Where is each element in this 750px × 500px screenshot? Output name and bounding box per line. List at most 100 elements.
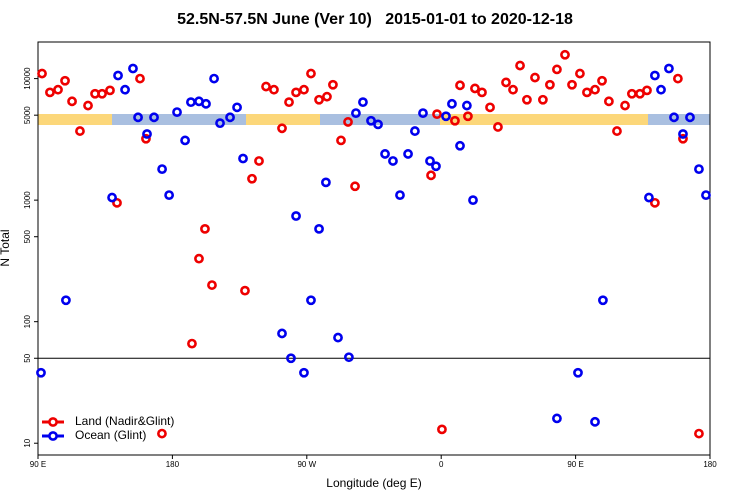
legend-label: Land (Nadir&Glint) — [75, 414, 174, 428]
point — [620, 100, 630, 111]
point — [164, 190, 175, 201]
y-tick-label: 50 — [23, 353, 32, 362]
y-tick-label: 500 — [23, 230, 32, 244]
point — [105, 85, 115, 96]
point — [455, 80, 465, 91]
point — [545, 79, 555, 90]
point — [97, 88, 107, 99]
point — [269, 84, 279, 95]
point — [306, 295, 316, 306]
point — [157, 164, 167, 175]
point — [537, 94, 548, 105]
point — [678, 129, 688, 139]
point — [314, 223, 324, 234]
point — [343, 117, 353, 127]
x-tick-label: 90 W — [297, 460, 316, 469]
point — [425, 156, 435, 166]
point — [291, 211, 301, 221]
point — [200, 223, 210, 234]
point — [172, 107, 182, 118]
point — [128, 63, 138, 74]
point — [468, 195, 478, 206]
point — [53, 84, 63, 95]
point — [388, 156, 398, 166]
point — [461, 100, 472, 111]
point — [45, 87, 55, 98]
point — [291, 87, 301, 98]
point — [284, 97, 294, 108]
point — [286, 353, 296, 364]
point — [694, 428, 704, 439]
point — [530, 72, 540, 83]
x-tick-label: 180 — [703, 460, 717, 469]
point — [254, 156, 264, 166]
point — [649, 197, 660, 208]
point — [277, 123, 287, 134]
point — [644, 192, 654, 203]
y-tick-label: 10000 — [23, 67, 32, 90]
point — [299, 367, 309, 378]
point — [321, 177, 331, 188]
point — [501, 77, 511, 88]
point — [678, 133, 688, 144]
point — [209, 73, 219, 84]
point — [113, 70, 123, 81]
point — [328, 79, 338, 90]
point — [277, 328, 287, 339]
point — [567, 79, 577, 90]
point — [403, 149, 413, 159]
point — [664, 63, 674, 74]
point — [626, 88, 637, 99]
point — [373, 119, 383, 130]
point — [485, 102, 495, 113]
point — [351, 108, 361, 119]
point — [67, 96, 77, 107]
chart-title: 52.5N-57.5N June (Ver 10) 2015-01-01 to … — [177, 11, 573, 28]
point — [604, 96, 614, 107]
point — [358, 97, 368, 108]
point — [552, 64, 562, 75]
point — [201, 98, 211, 109]
point — [75, 126, 85, 136]
point — [493, 122, 503, 132]
point — [149, 112, 159, 123]
point — [60, 75, 70, 86]
point — [515, 60, 525, 71]
y-tick-label: 1000 — [23, 191, 32, 209]
point — [669, 112, 679, 123]
point — [694, 164, 704, 175]
point — [333, 332, 343, 343]
point — [437, 424, 447, 435]
point — [238, 153, 248, 164]
x-tick-label: 90 E — [567, 460, 583, 469]
point — [701, 190, 711, 201]
point — [463, 111, 473, 122]
point — [470, 83, 480, 94]
point — [410, 126, 420, 136]
point — [685, 112, 695, 123]
point — [135, 73, 145, 84]
point — [142, 129, 152, 139]
point — [598, 295, 608, 306]
point — [350, 181, 360, 192]
point — [207, 280, 217, 290]
point — [432, 109, 442, 120]
point — [157, 428, 167, 439]
point — [612, 126, 622, 136]
point — [133, 112, 143, 123]
point — [186, 97, 196, 108]
point — [240, 285, 250, 296]
point — [247, 173, 257, 184]
point — [552, 413, 562, 424]
point — [141, 133, 151, 144]
point — [344, 352, 354, 363]
point — [314, 94, 324, 105]
point — [441, 111, 451, 122]
point — [477, 87, 487, 98]
point — [336, 135, 346, 146]
point — [61, 295, 71, 306]
point — [322, 91, 332, 102]
point — [656, 84, 666, 95]
point — [187, 338, 197, 349]
point — [508, 84, 518, 95]
